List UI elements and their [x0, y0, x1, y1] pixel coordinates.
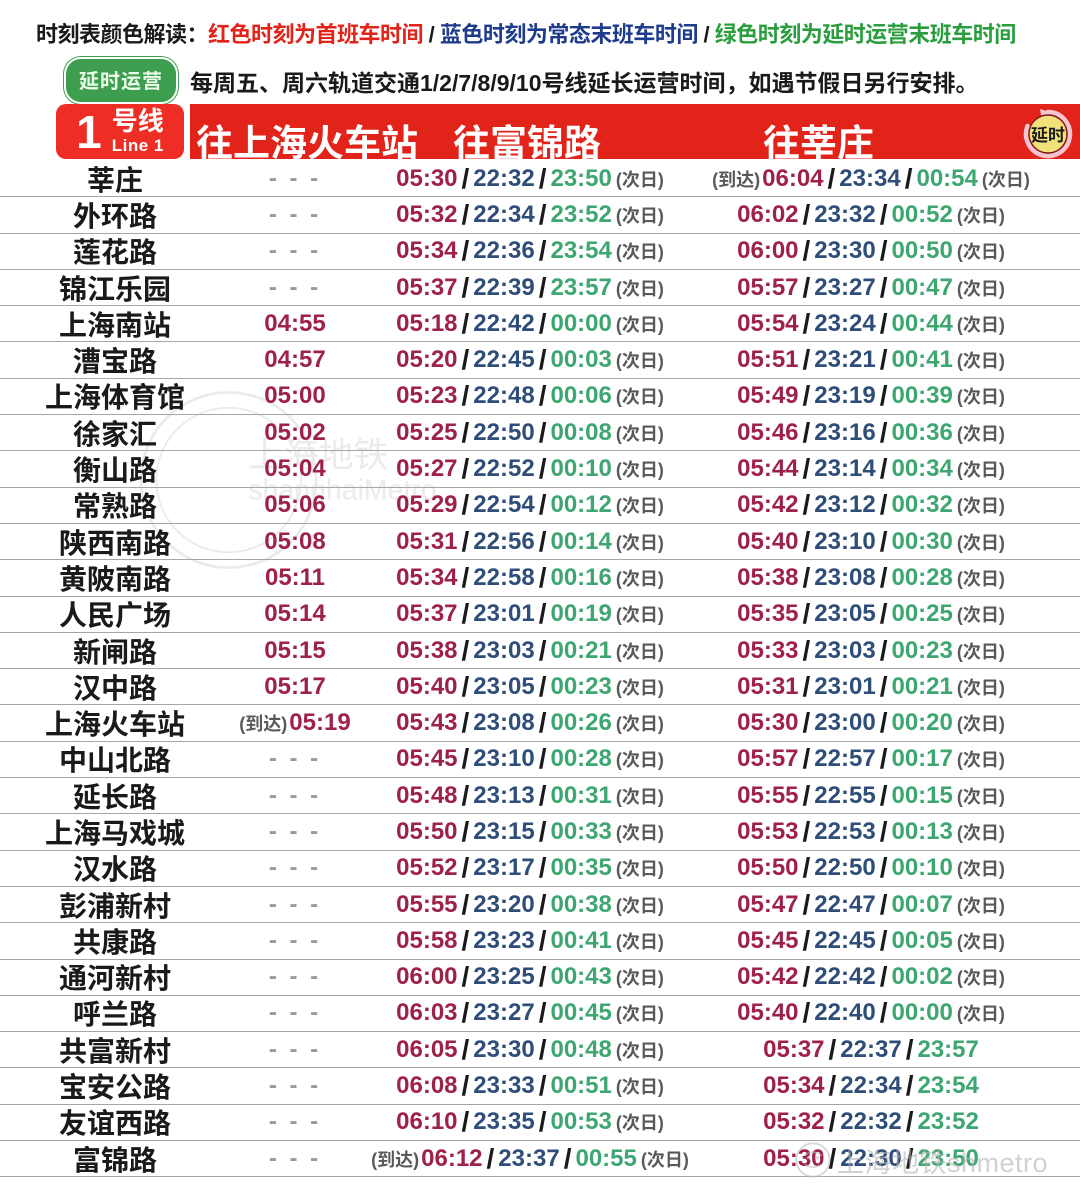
svg-text:延时: 延时 [1031, 121, 1065, 146]
